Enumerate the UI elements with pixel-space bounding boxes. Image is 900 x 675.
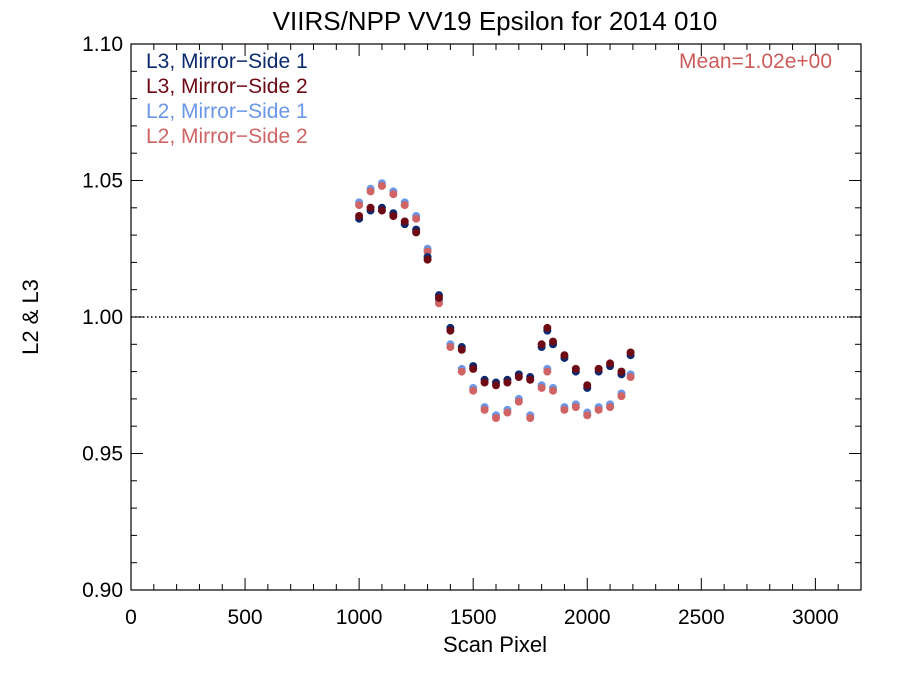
data-point: [412, 228, 421, 237]
x-tick-label: 2000: [564, 606, 611, 629]
y-tick-label: 1.10: [82, 33, 123, 56]
y-tick-label: 1.05: [82, 170, 123, 193]
legend-entry-3: L2, Mirror−Side 1: [146, 100, 308, 123]
data-point: [583, 381, 592, 390]
data-point: [626, 348, 635, 357]
x-tick-label: 1500: [450, 606, 497, 629]
legend: L3, Mirror−Side 1L3, Mirror−Side 2L2, Mi…: [146, 50, 308, 148]
legend-entry-4: L2, Mirror−Side 2: [146, 125, 308, 148]
y-tick-label: 0.95: [82, 443, 123, 466]
data-point: [543, 323, 552, 332]
data-point: [537, 383, 546, 392]
data-point: [457, 367, 466, 376]
data-point: [571, 403, 580, 412]
data-point: [549, 337, 558, 346]
data-point: [594, 405, 603, 414]
data-point: [480, 378, 489, 387]
x-axis-label: Scan Pixel: [443, 632, 547, 657]
legend-entry-1: L3, Mirror−Side 1: [146, 50, 308, 73]
data-point: [412, 214, 421, 223]
axis-ticks: 0 500 1000 1500 2000 2500 3000 0.90 0.95 1.00 1.05…: [82, 33, 862, 629]
mean-annotation: Mean=1.02e+00: [679, 50, 832, 73]
series-2: [355, 203, 635, 390]
data-point: [480, 405, 489, 414]
data-point: [366, 187, 375, 196]
x-tick-label: 1000: [336, 606, 383, 629]
legend-entry-2: L3, Mirror−Side 2: [146, 75, 308, 98]
data-point: [469, 386, 478, 395]
data-point: [526, 375, 535, 384]
data-point: [469, 364, 478, 373]
data-point: [423, 255, 432, 264]
y-axis-label: L2 & L3: [18, 279, 43, 355]
data-point: [626, 373, 635, 382]
data-point: [537, 340, 546, 349]
data-point: [503, 408, 512, 417]
data-point: [549, 386, 558, 395]
data-point: [514, 373, 523, 382]
data-point: [571, 364, 580, 373]
x-tick-label: 0: [125, 606, 137, 629]
data-points-layer: [355, 179, 635, 423]
data-point: [355, 211, 364, 220]
data-point: [457, 345, 466, 354]
y-tick-label: 0.90: [82, 579, 123, 602]
data-point: [606, 359, 615, 368]
data-point: [560, 351, 569, 360]
data-point: [389, 211, 398, 220]
data-point: [514, 397, 523, 406]
series-4: [355, 181, 635, 423]
data-point: [617, 367, 626, 376]
data-point: [446, 326, 455, 335]
data-point: [377, 206, 386, 215]
data-point: [583, 411, 592, 420]
data-point: [543, 367, 552, 376]
data-point: [503, 378, 512, 387]
data-point: [492, 381, 500, 390]
series-1: [355, 203, 635, 392]
data-point: [594, 364, 603, 373]
x-tick-label: 2500: [678, 606, 725, 629]
data-point: [355, 201, 364, 210]
data-point: [560, 405, 569, 414]
chart-title: VIIRS/NPP VV19 Epsilon for 2014 010: [273, 6, 718, 36]
data-point: [389, 190, 398, 199]
data-point: [606, 403, 615, 412]
y-tick-label: 1.00: [82, 306, 123, 329]
data-point: [400, 217, 409, 226]
x-tick-label: 3000: [792, 606, 839, 629]
data-point: [446, 343, 455, 352]
data-point: [366, 203, 375, 212]
data-point: [526, 414, 535, 423]
data-point: [377, 181, 386, 190]
data-point: [617, 392, 626, 401]
data-point: [400, 201, 409, 210]
x-tick-label: 500: [228, 606, 263, 629]
data-point: [434, 293, 443, 302]
data-point: [492, 414, 500, 423]
